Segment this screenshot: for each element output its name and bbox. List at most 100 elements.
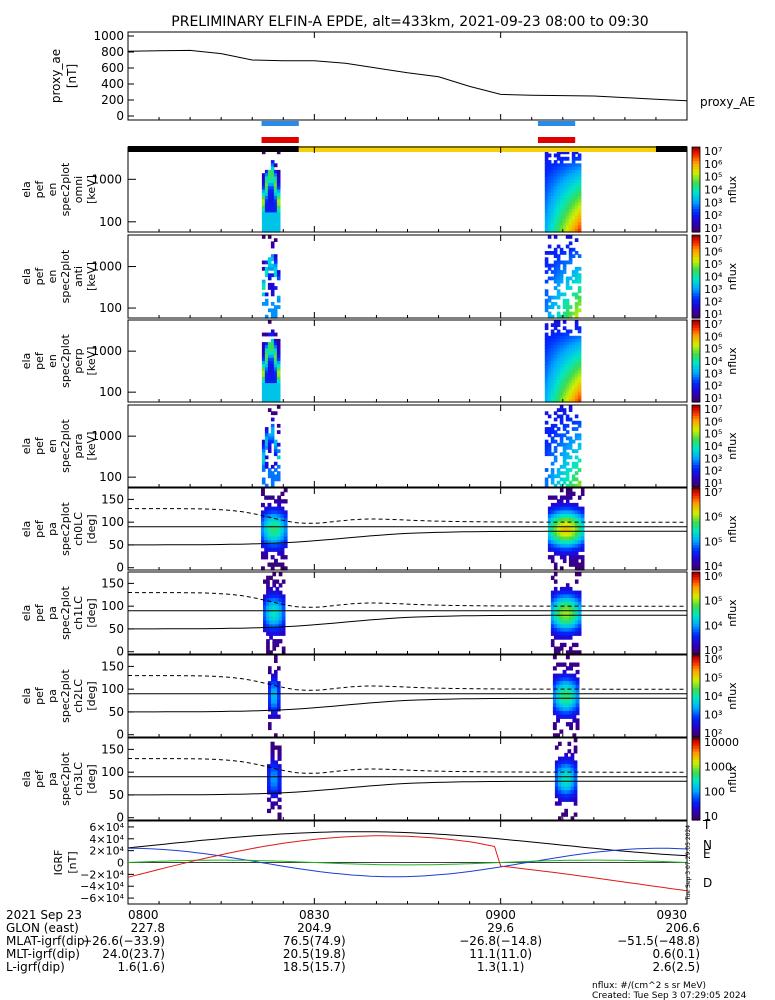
spectrogram-cell (574, 311, 579, 316)
spectrogram-cell (261, 442, 266, 447)
spectrogram-cell (571, 562, 576, 567)
spectrogram-cell (547, 540, 552, 545)
spectrogram-cell (277, 688, 281, 693)
spectrogram-cell (273, 345, 278, 349)
spectrogram-cell (556, 718, 560, 723)
spectrogram-cell (577, 601, 582, 607)
spectrogram-cell (574, 590, 579, 595)
spectrogram-cell (277, 502, 282, 508)
spectrogram-cell (571, 627, 576, 633)
colorbar-tick-label: 10⁴ (704, 355, 723, 368)
spectrogram-cell (273, 189, 278, 194)
spectrogram-cell (270, 433, 275, 438)
colorbar-tick-label: 10⁴ (704, 184, 723, 197)
spectrogram-cell (568, 536, 573, 541)
spectrogram-cell (565, 616, 570, 621)
spectrogram-cell (267, 376, 272, 381)
colorbar-cell (692, 623, 700, 628)
spectrogram-cell (569, 722, 573, 727)
spectrogram-cell (565, 710, 570, 716)
spectrogram-cell (544, 477, 549, 482)
spectrogram-cell (573, 790, 578, 795)
spectrogram-cell (564, 782, 568, 787)
spectrogram-cell (270, 308, 275, 313)
spectrogram-cell (571, 202, 576, 207)
spectrogram-cell (568, 439, 573, 444)
spectrogram-cell (272, 613, 277, 618)
spectrogram-cell (559, 699, 564, 704)
ylabel: spec2plot (59, 249, 72, 303)
spectrogram-cell (565, 468, 570, 472)
spectrogram-cell (267, 176, 272, 181)
colorbar-cell (692, 723, 700, 727)
spectrogram-cell (574, 383, 579, 387)
spectrogram-cell (550, 517, 555, 523)
spectrogram-cell (547, 169, 552, 174)
spectrogram-cell (577, 483, 582, 488)
spectrogram-cell (261, 222, 266, 227)
spectrogram-cell (561, 767, 565, 773)
spectrogram-cell (268, 714, 272, 719)
spectrogram-cell (270, 364, 275, 368)
colorbar-tick-label: 10² (704, 209, 722, 222)
spectrogram-cell (553, 510, 558, 515)
spectrogram-cell (568, 616, 573, 621)
spectrogram-cell (273, 477, 278, 482)
spectrogram-cell (562, 305, 567, 309)
spectrogram-cell (547, 305, 552, 309)
colorbar-cell (692, 529, 700, 533)
spectrogram-cell (568, 442, 573, 447)
spectrogram-cell (553, 562, 558, 567)
spectrogram-cell (553, 455, 558, 460)
spectrogram-cell (544, 389, 549, 394)
spectrogram-cell (264, 169, 269, 174)
spectrogram-cell (278, 624, 283, 629)
spectrogram-cell (269, 594, 273, 599)
spectrogram-cell (574, 351, 579, 356)
colorbar-cell (692, 751, 700, 755)
spectrogram-cell (559, 620, 564, 625)
spectrogram-cell (544, 376, 549, 381)
spectrogram-cell (550, 323, 555, 327)
spectrogram-cell (261, 389, 266, 394)
spectrogram-cell (559, 392, 564, 397)
spectrogram-cell (270, 338, 275, 343)
spectrogram-cell (547, 446, 552, 450)
spectrogram-cell (270, 793, 275, 799)
spectrogram-cell (577, 156, 582, 161)
spectrogram-cell (550, 386, 555, 390)
spectrogram-cell (553, 189, 558, 194)
spectrogram-cell (565, 209, 570, 213)
colorbar-cell (692, 784, 700, 788)
spectrogram-cell (580, 514, 585, 519)
spectrogram-cell (544, 420, 549, 425)
spectrogram-cell (270, 529, 275, 534)
spectrogram-cell (552, 673, 557, 678)
spectrogram-cell (544, 298, 549, 303)
colorbar-cell (692, 548, 700, 552)
spectrogram-cell (264, 427, 269, 431)
spectrogram-cell (270, 332, 275, 337)
spectrogram-cell (568, 395, 573, 400)
spectrogram-cell (547, 521, 552, 526)
spectrogram-cell (273, 338, 278, 343)
spectrogram-cell (270, 801, 275, 806)
spectrogram-cell (261, 199, 266, 204)
ytick-label: 150 (101, 659, 124, 673)
spectrogram-cell (275, 601, 280, 607)
spectrogram-cell (562, 446, 567, 450)
spectrogram-cell (544, 302, 549, 306)
spectrogram-cell (544, 222, 549, 227)
spectrogram-cell (565, 598, 570, 603)
colorbar-tick-label: 10⁷ (704, 318, 722, 331)
spectrogram-cell (571, 477, 576, 482)
spectrogram-cell (553, 326, 558, 331)
spectrogram-cell (264, 373, 269, 378)
spectrogram-cell (274, 514, 278, 519)
ylabel: en (46, 183, 59, 197)
spectrogram-cell (267, 547, 272, 552)
spectrogram-cell (264, 348, 269, 353)
spectrogram-cell (575, 688, 580, 693)
spectrogram-cell (556, 733, 560, 738)
colorbar-label: nflux (726, 175, 739, 203)
